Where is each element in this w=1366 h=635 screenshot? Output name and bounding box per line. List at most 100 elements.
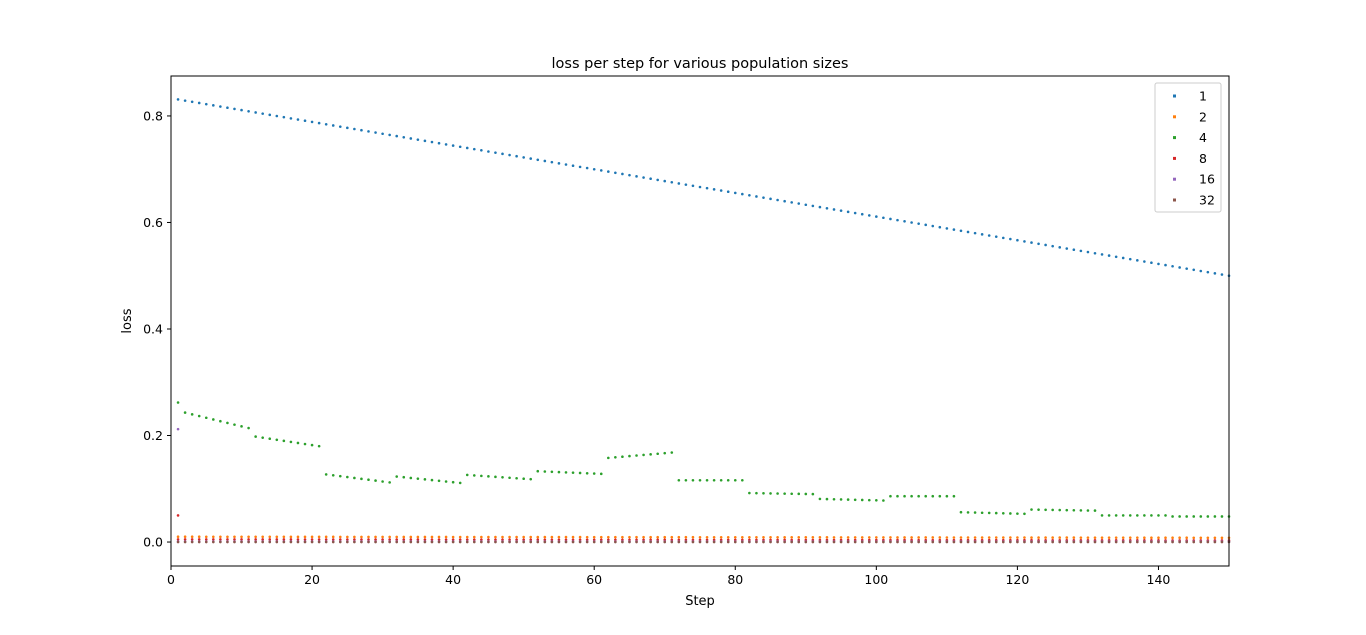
data-point: [790, 201, 793, 204]
data-point: [931, 224, 935, 228]
data-point: [557, 535, 561, 539]
data-point: [607, 540, 610, 544]
data-point: [1058, 536, 1062, 539]
data-point: [832, 540, 836, 544]
data-point: [656, 535, 659, 539]
data-point: [388, 535, 391, 539]
data-point: [670, 540, 674, 544]
data-point: [268, 538, 272, 541]
data-point: [487, 540, 490, 544]
data-point: [607, 535, 610, 539]
data-point: [649, 540, 652, 544]
data-point: [1107, 514, 1111, 517]
data-point: [564, 540, 568, 544]
data-point: [1171, 540, 1174, 544]
data-point: [959, 510, 963, 514]
data-point: [1178, 266, 1181, 269]
data-point: [818, 540, 822, 544]
data-point: [183, 535, 187, 539]
data-point: [1157, 536, 1160, 539]
data-point: [748, 193, 751, 197]
data-point: [310, 443, 314, 447]
data-point: [338, 474, 342, 478]
data-point: [726, 535, 730, 539]
data-point: [381, 132, 384, 136]
data-point: [635, 454, 638, 457]
data-point: [1072, 540, 1076, 544]
data-point: [1001, 236, 1005, 240]
data-point: [374, 479, 377, 482]
data-point: [360, 477, 363, 481]
data-point: [409, 137, 413, 140]
data-point: [536, 540, 540, 544]
data-point: [994, 540, 998, 544]
data-point: [183, 538, 187, 541]
data-point: [423, 540, 427, 544]
data-point: [924, 223, 928, 227]
data-point: [374, 538, 377, 541]
data-point: [973, 231, 977, 235]
data-point: [1016, 238, 1019, 242]
data-point: [924, 536, 928, 539]
data-point: [310, 120, 314, 124]
data-point: [1086, 509, 1090, 512]
data-point: [465, 473, 469, 477]
data-point: [501, 540, 504, 544]
data-point: [409, 476, 413, 480]
data-point: [289, 540, 293, 544]
data-point: [1023, 512, 1026, 516]
data-point: [896, 536, 899, 539]
data-point: [1114, 536, 1118, 539]
data-point: [1185, 267, 1188, 270]
data-point: [1178, 515, 1181, 518]
data-point: [1072, 248, 1076, 251]
data-point: [536, 158, 540, 162]
data-point: [395, 535, 399, 539]
y-axis-label: loss: [120, 308, 135, 333]
data-point: [317, 535, 321, 539]
data-point: [338, 535, 342, 539]
data-point: [176, 514, 180, 517]
data-point: [360, 540, 363, 544]
data-point: [966, 230, 970, 234]
data-point: [289, 535, 293, 539]
data-point: [1093, 251, 1097, 255]
data-point: [649, 535, 652, 539]
data-point: [677, 535, 681, 539]
data-point: [889, 494, 892, 498]
data-point: [1150, 514, 1153, 517]
data-point: [1157, 540, 1160, 544]
data-point: [303, 538, 307, 541]
data-point: [247, 540, 250, 544]
legend-marker: [1173, 177, 1176, 181]
data-point: [268, 540, 272, 544]
data-point: [212, 104, 215, 107]
data-point: [649, 177, 652, 181]
data-point: [875, 540, 878, 544]
data-point: [282, 535, 286, 539]
data-point: [762, 491, 765, 495]
data-point: [197, 101, 201, 105]
data-point: [1037, 242, 1040, 246]
data-point: [240, 108, 243, 112]
data-point: [670, 535, 674, 539]
data-point: [832, 536, 836, 539]
data-point: [882, 216, 885, 220]
data-point: [430, 535, 434, 539]
data-point: [331, 538, 335, 541]
data-point: [254, 538, 257, 541]
data-point: [938, 225, 942, 229]
data-point: [233, 538, 236, 541]
data-point: [282, 538, 286, 541]
data-point: [599, 535, 603, 539]
data-point: [642, 453, 645, 457]
data-point: [1016, 540, 1019, 544]
data-point: [1150, 261, 1153, 265]
data-point: [1072, 508, 1076, 512]
data-point: [1143, 540, 1146, 544]
data-point: [472, 535, 476, 539]
data-point: [529, 477, 533, 481]
data-point: [1178, 540, 1181, 544]
data-point: [416, 538, 420, 541]
data-point: [176, 98, 180, 101]
